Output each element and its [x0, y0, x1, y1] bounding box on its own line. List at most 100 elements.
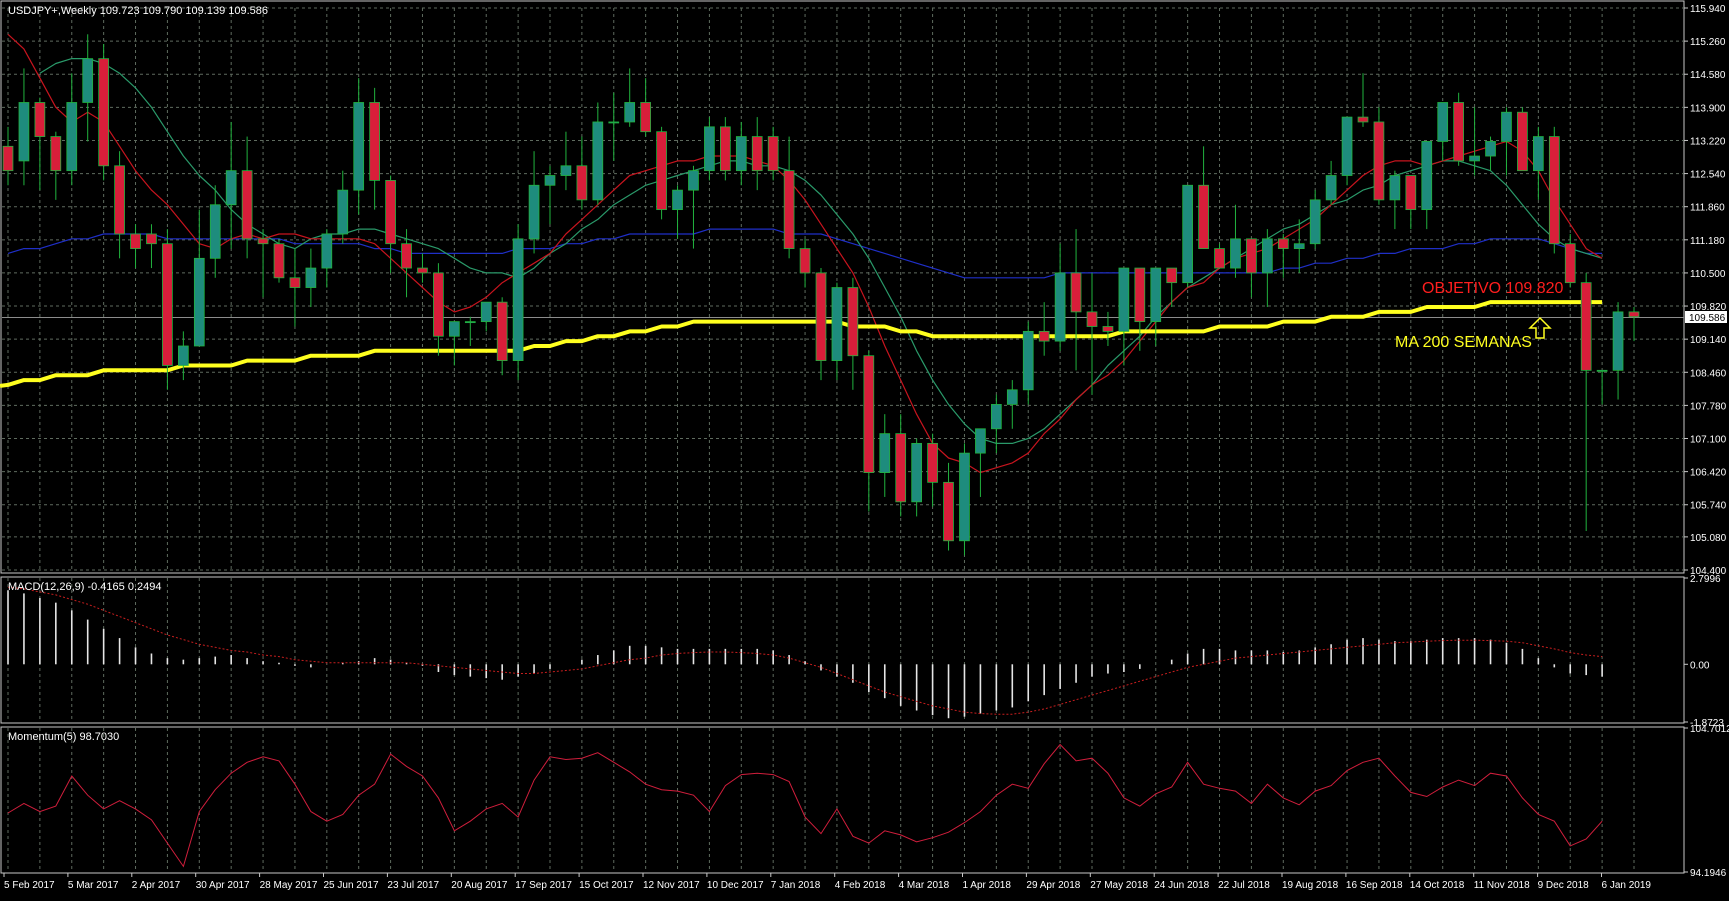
- candle: [1341, 116, 1353, 186]
- candle: [1533, 126, 1544, 200]
- price-tick-label: 113.900: [1690, 103, 1726, 114]
- candle: [767, 126, 779, 181]
- x-tick-label: 23 Jul 2017: [387, 880, 439, 891]
- candle: [369, 87, 380, 210]
- x-tick-label: 27 May 2018: [1090, 880, 1148, 891]
- candle-body-bear: [50, 136, 62, 172]
- axis-labels-layer: 115.940 115.260 114.580 113.900 113.220 112.5…: [3, 4, 1729, 891]
- candle: [114, 151, 125, 259]
- candle: [1086, 272, 1098, 395]
- candle-body-bull: [209, 204, 221, 259]
- candle: [735, 121, 747, 186]
- candle: [257, 229, 269, 298]
- candle-body-bear: [656, 131, 667, 211]
- price-tick-label: 104.400: [1690, 566, 1727, 577]
- price-tick-label: 108.460: [1690, 368, 1727, 379]
- candle: [576, 136, 588, 210]
- x-tick-label: 16 Sep 2018: [1346, 880, 1403, 891]
- candle: [528, 151, 540, 254]
- momentum-layer: [7, 743, 1603, 868]
- candle: [241, 136, 253, 259]
- candle: [975, 428, 986, 497]
- candle: [417, 253, 428, 283]
- price-tick-label: 110.500: [1690, 269, 1726, 280]
- x-tick-label: 10 Dec 2017: [707, 880, 764, 891]
- candle: [1453, 92, 1464, 166]
- x-tick-label: 2 Apr 2017: [132, 880, 181, 891]
- candle-body-bull: [1437, 102, 1449, 142]
- candle: [1357, 73, 1369, 127]
- candle-body-bull: [225, 170, 237, 206]
- x-tick-label: 28 May 2017: [260, 880, 318, 891]
- candle-body-bear: [1070, 272, 1082, 313]
- candle: [1070, 229, 1082, 371]
- candle: [130, 224, 141, 269]
- candle-body-bear: [815, 272, 827, 361]
- candle-body-bull: [1022, 330, 1034, 391]
- candle: [1405, 175, 1417, 230]
- candle-body-bear: [1198, 184, 1209, 249]
- candle: [1166, 267, 1178, 308]
- candle: [337, 170, 349, 244]
- candle: [1596, 369, 1608, 405]
- candle-body-bear: [863, 355, 875, 473]
- candle: [178, 331, 189, 381]
- current-price-box: [1685, 311, 1727, 323]
- candle-body-bull: [321, 233, 333, 269]
- candle-body-bull: [18, 102, 30, 162]
- candle-body-bull: [1325, 175, 1337, 201]
- candle: [1389, 170, 1401, 230]
- candle-body-bull: [959, 452, 970, 542]
- candle: [1437, 102, 1449, 161]
- x-tick-label: 25 Jun 2017: [324, 880, 379, 891]
- candle: [943, 462, 954, 551]
- macd-header: MACD(12,26,9) -0.4165 0.2494: [8, 581, 161, 593]
- candle: [1150, 267, 1162, 346]
- price-tick-label: 112.540: [1690, 170, 1726, 181]
- candle-body-bear: [1564, 243, 1576, 284]
- candle-body-bear: [289, 277, 301, 288]
- candle-body-bear: [783, 170, 795, 249]
- candle: [847, 277, 859, 390]
- candle-body-bull: [1469, 155, 1480, 162]
- candle: [1054, 243, 1066, 351]
- candle-body-bear: [847, 287, 859, 357]
- candle: [1182, 184, 1193, 288]
- candle-body-bear: [114, 165, 125, 235]
- candle-body-bear: [1246, 238, 1257, 274]
- candle: [496, 297, 508, 376]
- x-tick-label: 29 Apr 2018: [1026, 880, 1080, 891]
- price-tick-label: 107.100: [1690, 435, 1727, 446]
- candle: [640, 78, 651, 137]
- candles-layer: [2, 34, 1640, 556]
- x-tick-label: 12 Nov 2017: [643, 880, 700, 891]
- candle-body-bull: [975, 428, 986, 454]
- candle-body-bear: [895, 433, 907, 503]
- candle: [1373, 107, 1385, 205]
- candle: [193, 209, 205, 347]
- macd-signal-line: [7, 586, 1603, 715]
- candle: [1277, 233, 1289, 278]
- price-tick-label: 105.740: [1690, 501, 1727, 512]
- macd-layer: [7, 586, 1603, 719]
- candle: [799, 238, 811, 288]
- price-tick-label: 107.780: [1690, 401, 1727, 412]
- candle-body-bull: [82, 58, 94, 103]
- macd-tick-label: 2.7996: [1690, 574, 1721, 585]
- candle: [895, 414, 907, 517]
- candle-body-bull: [688, 170, 699, 191]
- candle-body-bear: [34, 102, 46, 137]
- candle: [1006, 380, 1018, 429]
- candle-body-bull: [1485, 141, 1496, 157]
- x-tick-label: 22 Jul 2018: [1218, 880, 1270, 891]
- candle-body-bull: [1501, 111, 1512, 142]
- candle-body-bear: [1517, 111, 1528, 172]
- candle-body-bull: [1293, 243, 1305, 249]
- candle: [480, 301, 492, 332]
- candle: [289, 248, 301, 327]
- candle: [1198, 146, 1209, 249]
- candle-body-bull: [672, 189, 683, 211]
- candle: [1022, 321, 1034, 405]
- candle: [991, 394, 1002, 454]
